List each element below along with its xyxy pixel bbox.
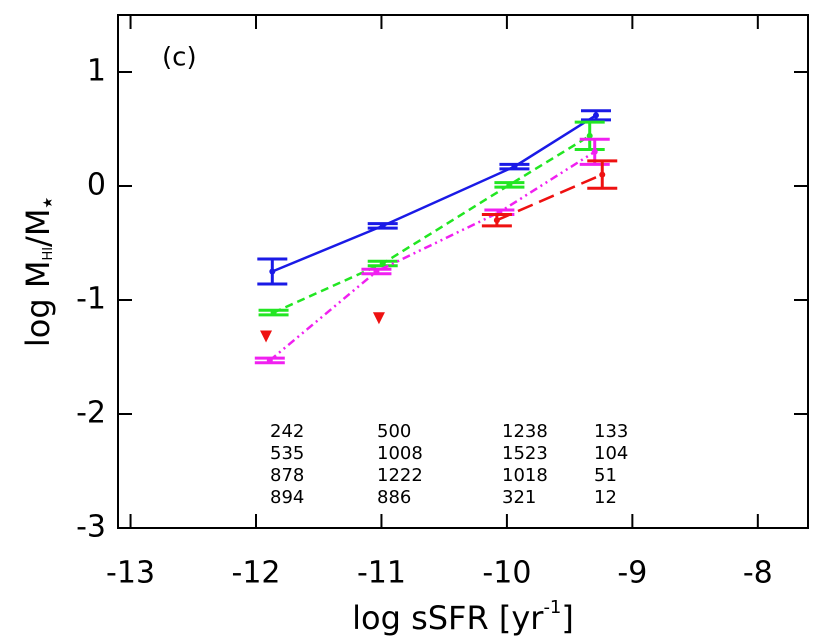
count-label: 886 bbox=[377, 487, 411, 508]
count-label: 1008 bbox=[377, 443, 423, 464]
data-point bbox=[266, 357, 273, 364]
x-tick-label: -8 bbox=[743, 556, 773, 591]
data-point bbox=[511, 163, 518, 170]
x-tick-label: -11 bbox=[357, 556, 406, 591]
x-tick-label: -12 bbox=[232, 556, 281, 591]
data-point bbox=[373, 268, 380, 275]
data-point bbox=[506, 181, 513, 188]
count-label: 104 bbox=[594, 443, 628, 464]
series-line bbox=[496, 173, 603, 222]
count-label: 500 bbox=[377, 421, 411, 442]
data-point bbox=[269, 268, 276, 275]
plot-frame bbox=[117, 14, 809, 529]
y-tick-label: -1 bbox=[76, 282, 106, 317]
x-label-sup: -1 bbox=[543, 597, 561, 618]
y-label-mid: /M bbox=[19, 209, 57, 247]
count-label: 242 bbox=[270, 421, 304, 442]
y-label-sub: HI bbox=[41, 247, 56, 261]
count-label: 1018 bbox=[502, 465, 548, 486]
count-label: 51 bbox=[594, 465, 617, 486]
count-label: 1238 bbox=[502, 421, 548, 442]
y-axis-label: log MHI/M★ bbox=[19, 197, 57, 347]
data-point bbox=[591, 148, 598, 155]
x-tick-label: -10 bbox=[482, 556, 531, 591]
panel-label: (c) bbox=[162, 43, 197, 73]
upper-limit bbox=[372, 312, 385, 325]
count-label: 12 bbox=[594, 487, 617, 508]
y-tick-label: 0 bbox=[87, 168, 106, 203]
count-label: 321 bbox=[502, 487, 536, 508]
data-point bbox=[379, 222, 386, 229]
data-point bbox=[599, 171, 606, 178]
x-label-main: log sSFR [yr bbox=[352, 599, 544, 637]
data-point bbox=[493, 217, 500, 224]
data-point bbox=[592, 112, 599, 119]
series-line bbox=[268, 150, 596, 362]
x-tick-label: -13 bbox=[106, 556, 155, 591]
count-label: 878 bbox=[270, 465, 304, 486]
count-label: 133 bbox=[594, 421, 628, 442]
count-label: 894 bbox=[270, 487, 304, 508]
y-label-main: log M bbox=[19, 261, 57, 348]
data-point bbox=[270, 309, 277, 316]
y-tick-label: 1 bbox=[87, 54, 106, 89]
y-tick-label: -3 bbox=[76, 510, 106, 545]
data-point bbox=[586, 132, 593, 139]
y-label-sub2: ★ bbox=[41, 197, 56, 209]
x-tick-label: -9 bbox=[617, 556, 647, 591]
count-label: 1523 bbox=[502, 443, 548, 464]
x-axis-label: log sSFR [yr-1] bbox=[352, 597, 574, 637]
count-label: 535 bbox=[270, 443, 304, 464]
data-point bbox=[379, 260, 386, 267]
upper-limit bbox=[260, 330, 273, 343]
y-tick-label: -2 bbox=[76, 396, 106, 431]
x-label-end: ] bbox=[561, 599, 573, 637]
series-line bbox=[271, 114, 597, 273]
count-label: 1222 bbox=[377, 465, 423, 486]
series-line bbox=[273, 134, 591, 314]
